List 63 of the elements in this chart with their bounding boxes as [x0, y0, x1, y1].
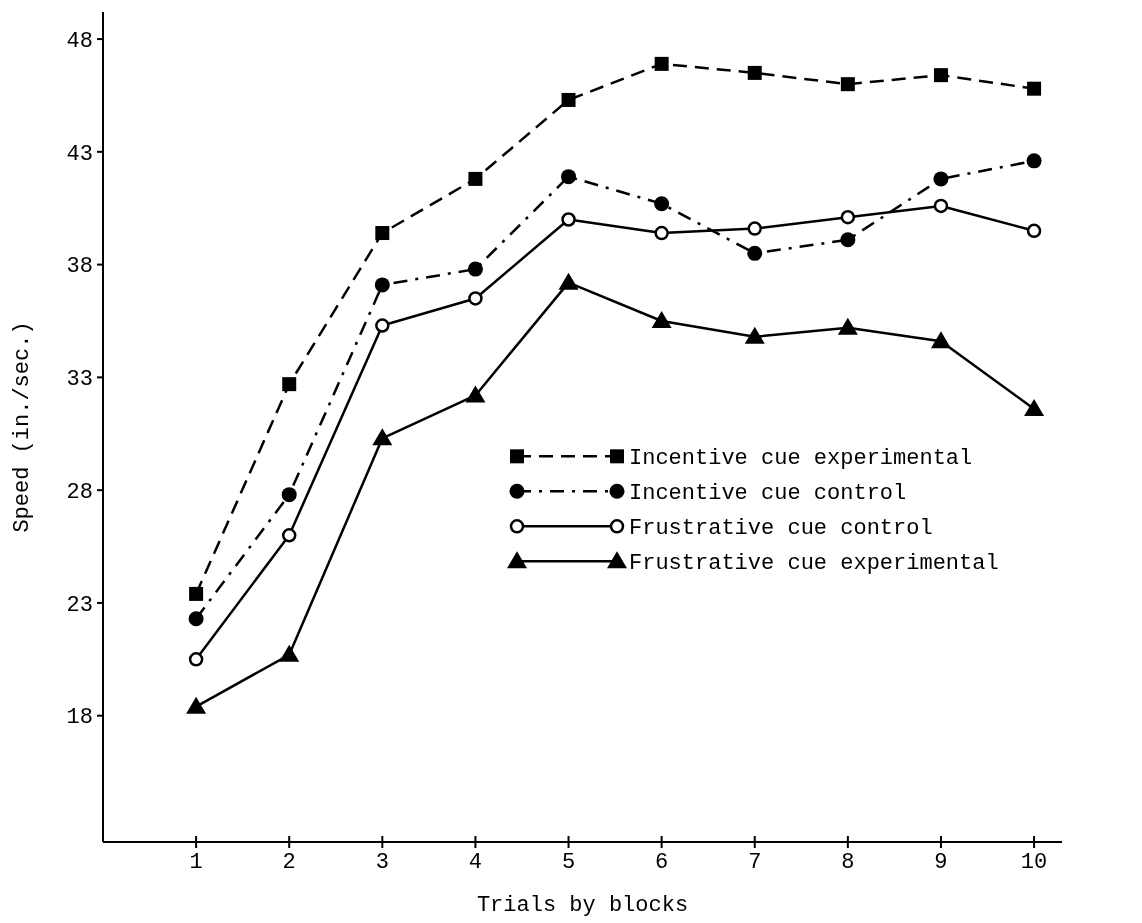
point — [747, 221, 762, 236]
point — [558, 272, 579, 290]
point — [186, 696, 207, 714]
point — [933, 171, 949, 187]
y-tick-label: 28 — [66, 479, 93, 505]
point — [188, 611, 204, 627]
point — [465, 385, 486, 403]
x-tick-label: 6 — [655, 850, 669, 875]
x-tick-label: 10 — [1020, 850, 1048, 875]
y-tick-label: 33 — [66, 367, 93, 393]
point — [468, 291, 483, 306]
x-axis-title: Trials by blocks — [476, 893, 689, 918]
point — [837, 317, 858, 335]
x-tick-label: 1 — [189, 850, 203, 875]
point — [840, 232, 856, 248]
point — [744, 326, 765, 344]
y-tick-label: 43 — [66, 141, 93, 167]
x-tick-label: 2 — [282, 850, 296, 875]
point — [561, 92, 576, 107]
point — [375, 226, 390, 241]
point — [933, 198, 949, 214]
point — [279, 644, 300, 662]
point — [1024, 398, 1045, 416]
point — [654, 225, 669, 241]
x-tick-label: 5 — [561, 850, 576, 875]
point — [281, 487, 297, 503]
legend-label: Frustrative cue experimental — [629, 551, 999, 577]
x-tick-label: 7 — [748, 850, 762, 875]
point — [189, 586, 204, 601]
y-tick-label: 18 — [66, 705, 93, 731]
point — [372, 428, 393, 446]
point — [468, 171, 483, 186]
point — [933, 68, 948, 83]
x-tick-label: 8 — [841, 850, 855, 875]
point — [188, 652, 204, 667]
point — [282, 377, 297, 392]
point — [651, 310, 672, 328]
point — [281, 528, 297, 543]
point — [375, 318, 390, 333]
point — [1027, 81, 1042, 96]
point — [1026, 223, 1042, 239]
point — [747, 65, 762, 80]
point — [374, 277, 390, 293]
point — [930, 331, 951, 349]
x-tick-label: 4 — [468, 850, 483, 875]
y-tick-label: 38 — [66, 254, 93, 280]
point — [840, 210, 856, 225]
point — [654, 56, 669, 71]
x-tick-label: 9 — [934, 850, 948, 875]
point — [1026, 153, 1042, 169]
legend-label: Incentive cue experimental — [629, 446, 973, 472]
point — [654, 196, 670, 212]
y-axis-title: Speed (in./sec.) — [10, 321, 35, 533]
point — [561, 212, 576, 227]
legend-label: Frustrative cue control — [629, 516, 933, 542]
point — [561, 169, 577, 185]
legend-label: Incentive cue control — [629, 481, 907, 507]
y-tick-label: 23 — [66, 592, 93, 618]
x-tick-label: 3 — [375, 850, 389, 875]
point — [467, 261, 483, 277]
point — [840, 77, 855, 92]
y-tick-label: 48 — [66, 28, 93, 54]
point — [747, 245, 763, 261]
